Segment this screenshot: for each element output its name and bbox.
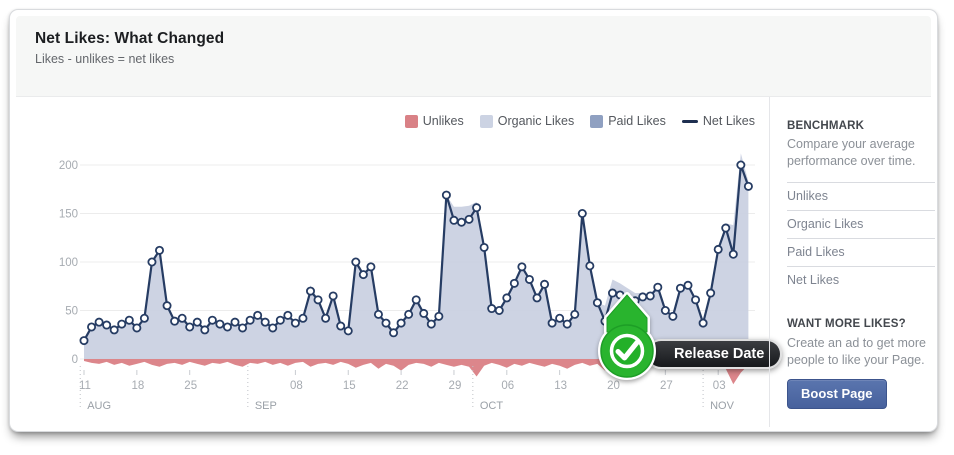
svg-text:25: 25 bbox=[184, 380, 197, 392]
release-date-pin-icon[interactable] bbox=[594, 291, 660, 391]
legend-label: Organic Likes bbox=[497, 114, 575, 128]
benchmark-title: BENCHMARK bbox=[787, 120, 865, 132]
svg-text:OCT: OCT bbox=[480, 400, 504, 412]
legend-item-organic-likes[interactable]: Organic Likes bbox=[479, 114, 575, 128]
legend-item-net-likes[interactable]: Net Likes bbox=[681, 114, 755, 128]
svg-text:NOV: NOV bbox=[710, 400, 735, 412]
benchmark-description: Compare your average performance over ti… bbox=[787, 137, 916, 168]
svg-text:SEP: SEP bbox=[255, 400, 277, 412]
svg-text:06: 06 bbox=[501, 380, 514, 392]
svg-text:29: 29 bbox=[449, 380, 462, 392]
legend-label: Net Likes bbox=[702, 114, 755, 128]
svg-text:200: 200 bbox=[59, 160, 78, 172]
legend-swatch bbox=[404, 114, 418, 128]
svg-text:15: 15 bbox=[343, 380, 356, 392]
page-title: Net Likes: What Changed bbox=[35, 30, 225, 47]
legend-item-paid-likes[interactable]: Paid Likes bbox=[590, 114, 666, 128]
page-subtitle: Likes - unlikes = net likes bbox=[35, 52, 175, 66]
legend-swatch bbox=[479, 114, 493, 128]
svg-text:20: 20 bbox=[607, 380, 620, 392]
legend-swatch bbox=[681, 119, 698, 123]
release-date-tooltip[interactable]: Release Date bbox=[646, 339, 783, 369]
release-date-label: Release Date bbox=[674, 346, 765, 362]
benchmark-item-paid-likes[interactable]: Paid Likes bbox=[787, 237, 935, 266]
svg-text:11: 11 bbox=[79, 380, 91, 392]
benchmark-item-net-likes[interactable]: Net Likes bbox=[787, 265, 935, 294]
svg-text:50: 50 bbox=[65, 306, 78, 318]
legend-label: Unlikes bbox=[422, 114, 464, 128]
svg-text:08: 08 bbox=[290, 380, 303, 392]
promo-description: Create an ad to get more people to like … bbox=[787, 335, 926, 367]
svg-text:13: 13 bbox=[554, 380, 567, 392]
card-header: Net Likes: What Changed Likes - unlikes … bbox=[16, 16, 931, 97]
svg-text:AUG: AUG bbox=[87, 400, 111, 412]
boost-page-button[interactable]: Boost Page bbox=[787, 378, 887, 409]
svg-text:18: 18 bbox=[131, 380, 144, 392]
chart-legend: Unlikes Organic Likes Paid Likes Net Likes bbox=[10, 114, 755, 128]
legend-label: Paid Likes bbox=[608, 114, 666, 128]
benchmark-list: Unlikes Organic Likes Paid Likes Net Likes bbox=[787, 181, 935, 294]
benchmark-item-organic-likes[interactable]: Organic Likes bbox=[787, 209, 935, 238]
net-likes-chart[interactable]: 0 50 100 150 200 11 18 25 08 15 22 29 06 13 20 27 03 AUG S… bbox=[10, 10, 937, 431]
promo-title: WANT MORE LIKES? bbox=[787, 317, 906, 330]
svg-text:150: 150 bbox=[59, 209, 78, 221]
svg-text:0: 0 bbox=[72, 354, 78, 366]
svg-text:03: 03 bbox=[713, 380, 726, 392]
benchmark-sidebar: BENCHMARK Compare your average performan… bbox=[769, 97, 937, 427]
legend-item-unlikes[interactable]: Unlikes bbox=[404, 114, 464, 128]
benchmark-item-unlikes[interactable]: Unlikes bbox=[787, 181, 935, 210]
net-likes-card: Net Likes: What Changed Likes - unlikes … bbox=[9, 9, 938, 432]
legend-swatch bbox=[590, 114, 604, 128]
svg-text:22: 22 bbox=[396, 380, 409, 392]
checkmark-icon bbox=[615, 340, 640, 361]
svg-text:27: 27 bbox=[660, 380, 673, 392]
svg-text:100: 100 bbox=[59, 257, 78, 269]
